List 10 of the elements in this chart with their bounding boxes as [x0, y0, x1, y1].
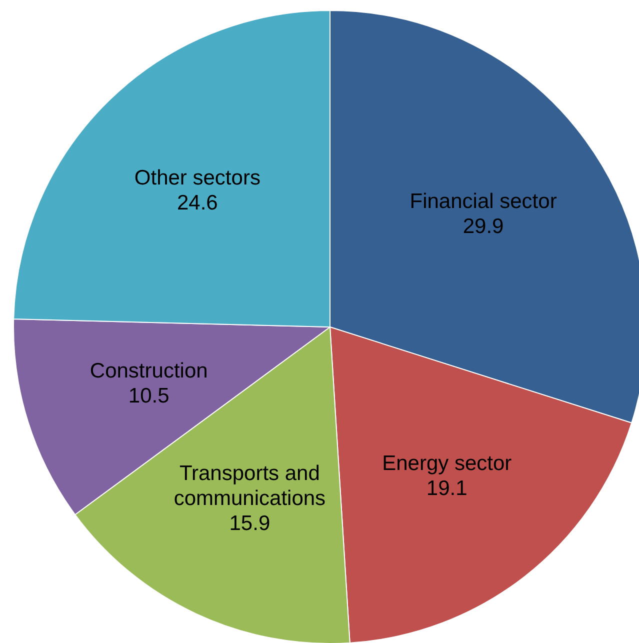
slice-label: Transports and communications — [174, 462, 326, 510]
data-label: 24.6 — [176, 191, 218, 214]
slice-label: Financial sector — [410, 190, 557, 214]
slice-label: Other sectors — [134, 166, 260, 190]
data-label: 15.9 — [229, 512, 270, 535]
slice-label: Construction — [90, 359, 208, 382]
data-label: 29.9 — [462, 215, 504, 238]
data-label: 19.1 — [426, 476, 468, 500]
data-label: 10.5 — [128, 384, 170, 408]
slice-label: Energy sector — [382, 452, 512, 475]
